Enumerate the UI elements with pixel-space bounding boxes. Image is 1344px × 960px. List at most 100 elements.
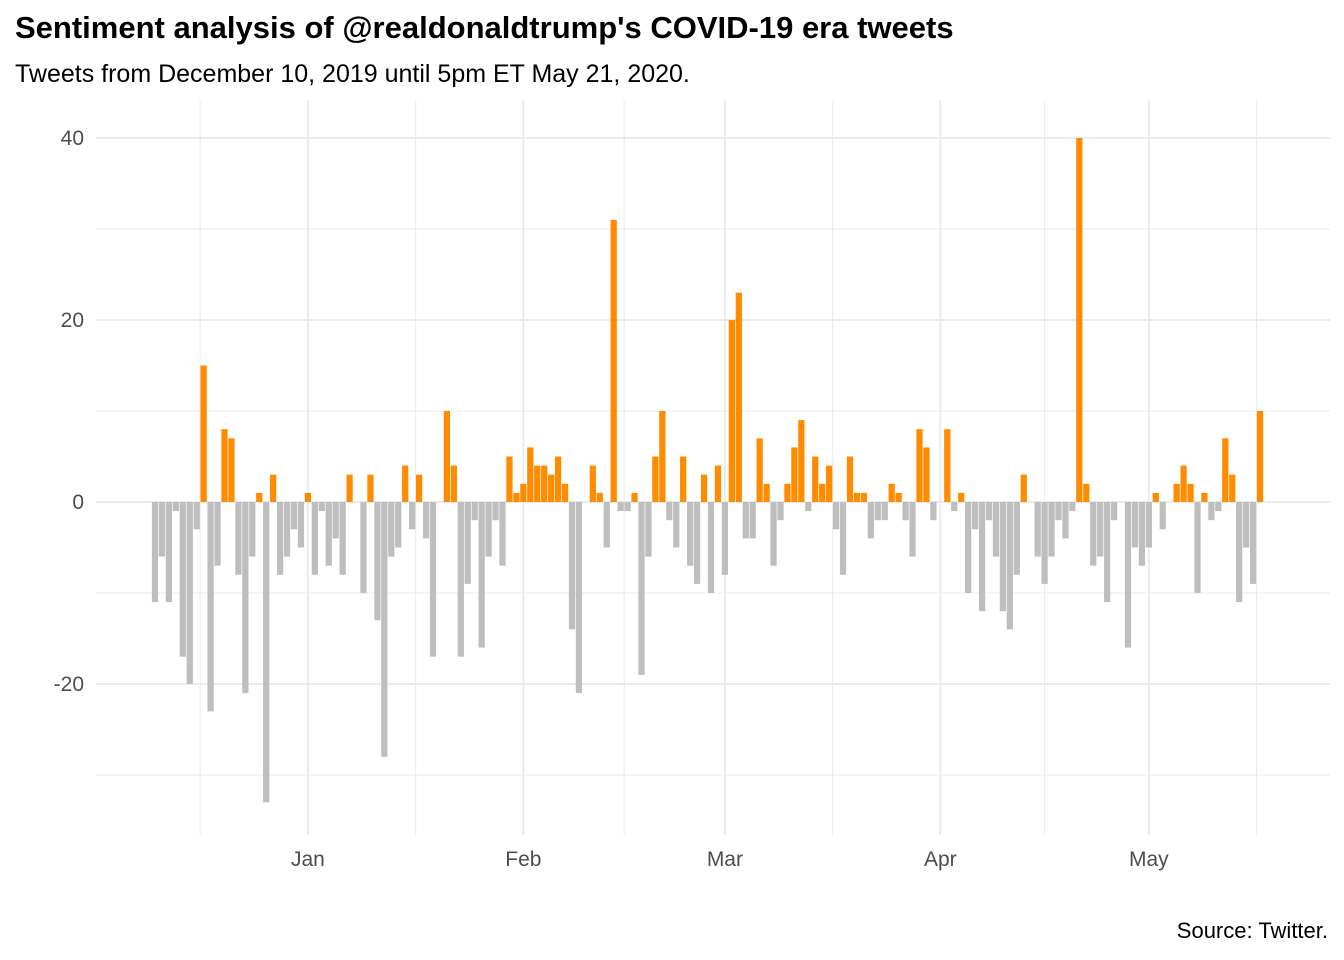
bar (263, 502, 270, 803)
chart-caption: Source: Twitter. (1176, 918, 1328, 943)
bar (207, 502, 214, 712)
bar (680, 456, 687, 502)
bar (742, 502, 749, 539)
bar (1055, 502, 1062, 521)
bar (1249, 502, 1257, 584)
bar (992, 502, 1000, 557)
bar (693, 502, 701, 584)
bar (1229, 474, 1236, 502)
bar (1083, 483, 1090, 502)
bar (1006, 502, 1013, 630)
bar (561, 483, 569, 502)
bar (902, 502, 909, 521)
bar (172, 502, 179, 512)
bar (763, 483, 770, 502)
x-axis-labels: Jan Feb Mar Apr May (291, 848, 1169, 871)
bar (242, 502, 249, 694)
bar (707, 502, 715, 593)
bars (151, 138, 1264, 803)
bar (256, 492, 263, 502)
bar (951, 502, 958, 512)
bar (1215, 502, 1222, 512)
bar (874, 502, 881, 521)
bar (1124, 502, 1132, 648)
bar (728, 320, 735, 502)
bar (548, 474, 555, 502)
bar (853, 492, 861, 502)
bar (1173, 483, 1180, 502)
bar (971, 502, 979, 530)
bar (158, 502, 166, 557)
bar (290, 502, 298, 530)
bar (485, 502, 492, 557)
bar (527, 447, 534, 502)
bar (965, 502, 972, 593)
bar (659, 411, 666, 502)
bar (985, 502, 993, 521)
bar (944, 429, 951, 502)
x-tick-label: Jan (291, 848, 325, 871)
bar (1090, 502, 1097, 566)
bar (812, 456, 819, 502)
bar (457, 502, 464, 657)
y-tick-label: 20 (61, 309, 84, 332)
bar (1097, 502, 1104, 557)
x-tick-label: Mar (707, 848, 743, 871)
bar (200, 365, 207, 502)
bar (276, 502, 284, 575)
bar (443, 411, 451, 502)
bar (270, 474, 277, 502)
bar (568, 502, 576, 630)
bar (895, 492, 902, 502)
bar (770, 502, 777, 566)
bar (589, 465, 596, 502)
bar (367, 474, 374, 502)
bar (339, 502, 346, 575)
y-tick-label: 0 (72, 491, 84, 514)
bar (1048, 502, 1055, 557)
bar (374, 502, 381, 621)
bar (867, 502, 874, 539)
bar (958, 492, 965, 502)
bar (450, 465, 457, 502)
bar (471, 502, 478, 521)
y-tick-label: 40 (61, 127, 84, 150)
bar (464, 502, 471, 584)
bar (193, 502, 200, 530)
bar (687, 502, 694, 566)
x-tick-label: May (1129, 848, 1169, 871)
bar (735, 292, 742, 502)
bar (478, 502, 485, 648)
bar (1076, 138, 1083, 502)
bar (1041, 502, 1048, 584)
x-tick-label: Feb (505, 848, 541, 871)
bar (554, 456, 562, 502)
bar (645, 502, 652, 557)
bar (1020, 474, 1027, 502)
bar (888, 483, 895, 502)
bar (631, 492, 638, 502)
bar (1194, 502, 1201, 593)
bar (228, 438, 235, 502)
y-tick-label: -20 (54, 673, 84, 696)
bar (1131, 502, 1139, 548)
bar (846, 456, 854, 502)
bar (311, 502, 318, 575)
bar (700, 474, 708, 502)
chart-title: Sentiment analysis of @realdonaldtrump's… (15, 10, 954, 45)
bar (318, 502, 325, 512)
bar (978, 502, 986, 612)
bar (721, 502, 729, 575)
bar (325, 502, 332, 566)
bar (749, 502, 756, 539)
bar (346, 474, 353, 502)
bar (297, 502, 305, 548)
bar (499, 502, 506, 566)
bar (395, 502, 402, 548)
bar (923, 447, 930, 502)
bar (756, 438, 763, 502)
bar (784, 483, 791, 502)
bar (881, 502, 888, 521)
bar (1243, 502, 1250, 548)
